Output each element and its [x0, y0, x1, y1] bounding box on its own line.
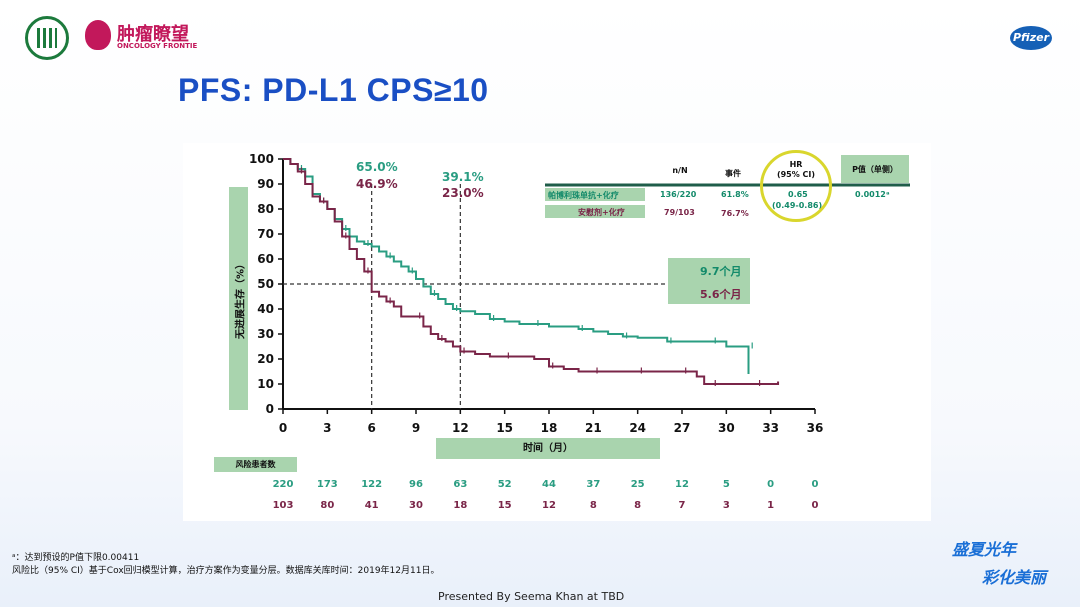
risk-arm2-count: 18: [453, 500, 467, 511]
event-logo: 盛夏光年 彩化美丽: [952, 536, 1064, 592]
oncology-frontier-logo-icon: [85, 20, 111, 50]
median-teal: 9.7个月: [700, 265, 742, 278]
x-tick-label: 30: [718, 421, 735, 435]
risk-arm2-count: 8: [634, 500, 641, 511]
x-tick-label: 0: [279, 421, 287, 435]
risk-arm2-count: 41: [365, 500, 379, 511]
rate6-teal: 65.0%: [356, 160, 398, 174]
footnote-1: ᵃ：达到预设的P值下限0.00411: [12, 553, 140, 563]
presented-by: Presented By Seema Khan at TBD: [438, 590, 625, 603]
table-row-arm1-nN: 136/220: [660, 190, 697, 199]
risk-arm1-count: 25: [631, 479, 645, 490]
event-logo-line2: 彩化美丽: [982, 568, 1047, 587]
x-tick-label: 18: [541, 421, 558, 435]
x-tick-label: 36: [807, 421, 824, 435]
x-tick-label: 12: [452, 421, 469, 435]
slide-title: PFS: PD-L1 CPS≥10: [178, 72, 489, 108]
risk-arm1-count: 0: [767, 479, 774, 490]
table-p-value: 0.0012ᵃ: [855, 190, 890, 199]
table-row-arm2-band: [545, 205, 645, 218]
table-row-arm2-name: 安慰剂+化疗: [578, 208, 625, 217]
x-tick-label: 27: [674, 421, 691, 435]
y-axis-label-band: [229, 187, 248, 410]
risk-arm1-count: 5: [723, 479, 730, 490]
p-value-header-box: [841, 155, 909, 183]
risk-table-label: 风险患者数: [235, 460, 276, 469]
logo-group: 肿瘤瞭望 ONCOLOGY FRONTIE: [25, 16, 205, 60]
table-row-arm1-name: 帕博利珠单抗+化疗: [548, 191, 619, 200]
risk-arm2-count: 103: [273, 500, 294, 511]
y-tick-label: 10: [257, 377, 274, 391]
median-box: [668, 258, 750, 304]
rate12-maroon: 23.0%: [442, 186, 484, 200]
x-tick-label: 33: [762, 421, 779, 435]
hospital-seal-icon: [25, 16, 69, 60]
risk-arm1-count: 220: [273, 479, 294, 490]
table-col-p: P值（单侧）: [852, 165, 898, 174]
table-row-arm1-events: 61.8%: [721, 190, 749, 199]
y-tick-label: 90: [257, 177, 274, 191]
risk-arm2-count: 12: [542, 500, 556, 511]
x-axis-label: 时间（月）: [523, 443, 573, 454]
median-maroon: 5.6个月: [700, 288, 742, 301]
table-row-arm2-nN: 79/103: [664, 208, 695, 217]
x-tick-label: 24: [629, 421, 646, 435]
logo-cn-text: 肿瘤瞭望: [117, 24, 189, 45]
x-tick-label: 3: [323, 421, 331, 435]
y-tick-label: 100: [249, 152, 274, 166]
risk-arm1-count: 122: [361, 479, 382, 490]
y-tick-label: 20: [257, 352, 274, 366]
risk-label-band: [214, 457, 297, 472]
x-tick-label: 15: [496, 421, 513, 435]
risk-arm2-count: 8: [590, 500, 597, 511]
risk-arm2-count: 7: [679, 500, 686, 511]
km-curve-2: [283, 158, 780, 385]
logo-en-text: ONCOLOGY FRONTIE: [117, 42, 198, 50]
risk-arm2-count: 0: [812, 500, 819, 511]
y-tick-label: 50: [257, 277, 274, 291]
risk-arm1-count: 173: [317, 479, 338, 490]
x-axis-label-band: [436, 438, 660, 459]
table-row-arm2-events: 76.7%: [721, 209, 749, 218]
risk-arm1-count: 37: [586, 479, 600, 490]
risk-arm2-count: 80: [320, 500, 334, 511]
y-tick-label: 0: [266, 402, 274, 416]
table-col-events: 事件: [725, 169, 741, 178]
y-tick-label: 40: [257, 302, 274, 316]
risk-arm1-count: 0: [812, 479, 819, 490]
y-tick-label: 60: [257, 252, 274, 266]
risk-arm2-count: 30: [409, 500, 423, 511]
pfizer-logo: Pfizer: [1010, 26, 1052, 50]
risk-arm1-count: 63: [453, 479, 467, 490]
risk-arm2-count: 3: [723, 500, 730, 511]
risk-arm1-count: 96: [409, 479, 423, 490]
rate6-maroon: 46.9%: [356, 177, 398, 191]
footnote-2: 风险比（95% CI）基于Cox回归模型计算，治疗方案作为变量分层。数据库关库时…: [12, 566, 440, 576]
hr-highlight-circle: [760, 150, 832, 222]
x-tick-label: 21: [585, 421, 602, 435]
table-row-arm1-band: [545, 188, 645, 201]
risk-arm2-count: 15: [498, 500, 512, 511]
risk-arm2-count: 1: [767, 500, 774, 511]
y-tick-label: 80: [257, 202, 274, 216]
x-tick-label: 6: [367, 421, 375, 435]
rate12-teal: 39.1%: [442, 170, 484, 184]
y-tick-label: 70: [257, 227, 274, 241]
event-logo-line1: 盛夏光年: [952, 540, 1017, 559]
risk-arm1-count: 44: [542, 479, 556, 490]
risk-arm1-count: 52: [498, 479, 512, 490]
table-col-nN: n/N: [672, 166, 688, 175]
y-tick-label: 30: [257, 327, 274, 341]
risk-arm1-count: 12: [675, 479, 689, 490]
x-tick-label: 9: [412, 421, 420, 435]
